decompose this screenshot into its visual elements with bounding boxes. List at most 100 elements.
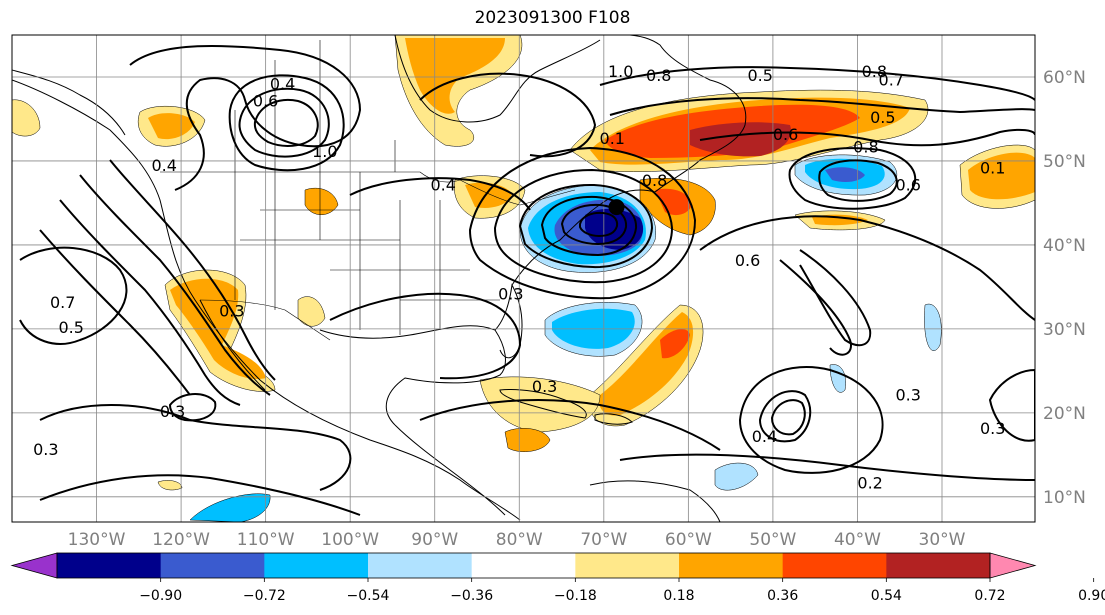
contour-label: 0.5 [748, 66, 773, 85]
coastline-south-america [589, 480, 721, 522]
contour-pnw-ring-1 [238, 87, 330, 158]
contour-label: 0.6 [895, 175, 920, 194]
shading-orange-quebec [405, 38, 505, 114]
lat-tick-label: 20°N [1043, 404, 1086, 424]
coastline-baja [199, 299, 266, 391]
lon-tick-label: 80°W [496, 530, 543, 550]
colorbar-tick-label: −0.72 [243, 588, 286, 604]
coastline-gulf-of-mexico [319, 325, 506, 426]
lon-tick-label: 40°W [834, 530, 881, 550]
colorbar-extend-high [989, 552, 1037, 579]
lon-tick-label: 110°W [237, 530, 295, 550]
colorbar-segment [264, 553, 369, 578]
colorbar-segment [575, 553, 680, 578]
contour-label: 0.8 [862, 62, 887, 81]
contour-label: 0.4 [151, 156, 176, 175]
colorbar-outline [56, 552, 991, 579]
contour-hudson [419, 72, 597, 158]
contour-label: 0.3 [33, 440, 58, 459]
contour-low-ring-3 [540, 195, 638, 257]
contour-low-ring-1 [493, 168, 674, 284]
coastlines [12, 35, 747, 522]
contour-pnw-outer [129, 44, 362, 191]
colorbar-tick-label: −0.90 [139, 588, 182, 604]
colorbar-tick-label: −0.18 [554, 588, 597, 604]
contour-label: 1.0 [608, 62, 633, 81]
contour-jet-west-2 [59, 199, 241, 406]
coastline-central-america [394, 424, 506, 516]
map-plot-area: 0.40.60.41.00.41.0 0.8 0.5 0.80.70.50.60.80… [11, 34, 1036, 523]
coastline-hispaniola [594, 413, 633, 425]
lon-tick-label: 70°W [580, 530, 627, 550]
shading-navy-low [585, 208, 644, 250]
colorbar [10, 552, 1037, 579]
shading-orange-east-atlantic [968, 152, 1035, 200]
contour-label: 0.1 [600, 129, 625, 148]
shading-midblue-atlantic [825, 167, 865, 183]
coastline-alaska-panhandle [12, 69, 126, 136]
lon-tick-label: 90°W [411, 530, 458, 550]
colorbar-tick-label: 0.90 [1078, 588, 1105, 604]
contour-label: 0.3 [160, 402, 185, 421]
contour-labels: 0.40.60.41.00.41.0 0.8 0.5 0.80.70.50.60.80… [33, 62, 1005, 492]
lon-tick-label: 120°W [152, 530, 210, 550]
contour-label: 0.8 [642, 171, 667, 190]
map-frame [11, 34, 1036, 523]
colorbar-segment [57, 553, 162, 578]
colorbar-segment [160, 553, 265, 578]
contour-label: 1.0 [312, 142, 337, 161]
contour-atlantic-trough-2 [779, 259, 852, 356]
lat-tick-label: 10°N [1043, 488, 1086, 508]
contour-label: 0.3 [219, 301, 244, 320]
colorbar-tick-label: 0.36 [767, 588, 798, 604]
coastline-florida [494, 283, 523, 359]
colorbar-segment [471, 553, 576, 578]
colorbar-labels: −0.90 −0.72 −0.54 −0.36 −0.18 0.18 0.36 0.54 0.7… [139, 578, 1105, 604]
lon-tick-label: 60°W [665, 530, 712, 550]
border-us-mexico [199, 299, 331, 341]
coastline-hudson-bay [394, 35, 601, 123]
colorbar-tick-label: 0.18 [663, 588, 694, 604]
contour-label: 0.4 [270, 75, 295, 94]
contour-lines [19, 44, 1035, 516]
contour-pnw-ring-3 [228, 74, 345, 172]
colorbar-segment [679, 553, 784, 578]
contour-north-atlantic-1 [599, 66, 1035, 101]
lat-tick-label: 30°N [1043, 320, 1086, 340]
contour-pnw-ring-2 [253, 99, 319, 147]
contour-north-atlantic-2 [609, 97, 1035, 116]
contour-great-lakes [349, 177, 531, 211]
shading-red-nova-scotia [655, 188, 692, 216]
contour-caribbean [419, 399, 721, 451]
contour-low-ring-5 [579, 211, 619, 238]
contour-label: 0.3 [980, 419, 1005, 438]
low-center-marker [608, 199, 625, 216]
shading-lightblue-west-atlantic [924, 303, 942, 351]
contour-subtropical-pacific [39, 404, 352, 491]
contour-low-ring-4 [560, 203, 628, 246]
lon-tick-label: 100°W [321, 530, 379, 550]
contour-label: 0.8 [646, 66, 671, 85]
contour-atlantic-ring [788, 147, 917, 210]
lat-tick-label: 60°N [1043, 68, 1086, 88]
contour-sw-outer [19, 246, 128, 345]
lon-tick-label: 130°W [68, 530, 126, 550]
colorbar-extend-low [10, 552, 58, 579]
contour-atlantic-trough [799, 249, 872, 347]
contour-label: 0.5 [58, 318, 83, 337]
contour-label: 0.7 [879, 70, 904, 89]
shading-orange-pnw [148, 113, 195, 140]
map-title: 2023091300 F108 [474, 8, 631, 28]
shading-orange-plains [304, 187, 339, 215]
contour-label: 0.8 [853, 138, 878, 157]
colorbar-tick-label: 0.54 [871, 588, 902, 604]
shading-lightblue-caribbean [714, 462, 759, 491]
shading-red-subtropics [660, 328, 690, 359]
contour-north-atlantic-3 [699, 128, 1035, 147]
contour-jet-west [79, 174, 271, 396]
contour-label: 0.7 [50, 293, 75, 312]
contour-atlantic-ring-2 [818, 159, 898, 202]
contour-label: 0.4 [752, 427, 777, 446]
grid-lines [12, 35, 1035, 522]
contour-pacific-south [39, 474, 361, 516]
